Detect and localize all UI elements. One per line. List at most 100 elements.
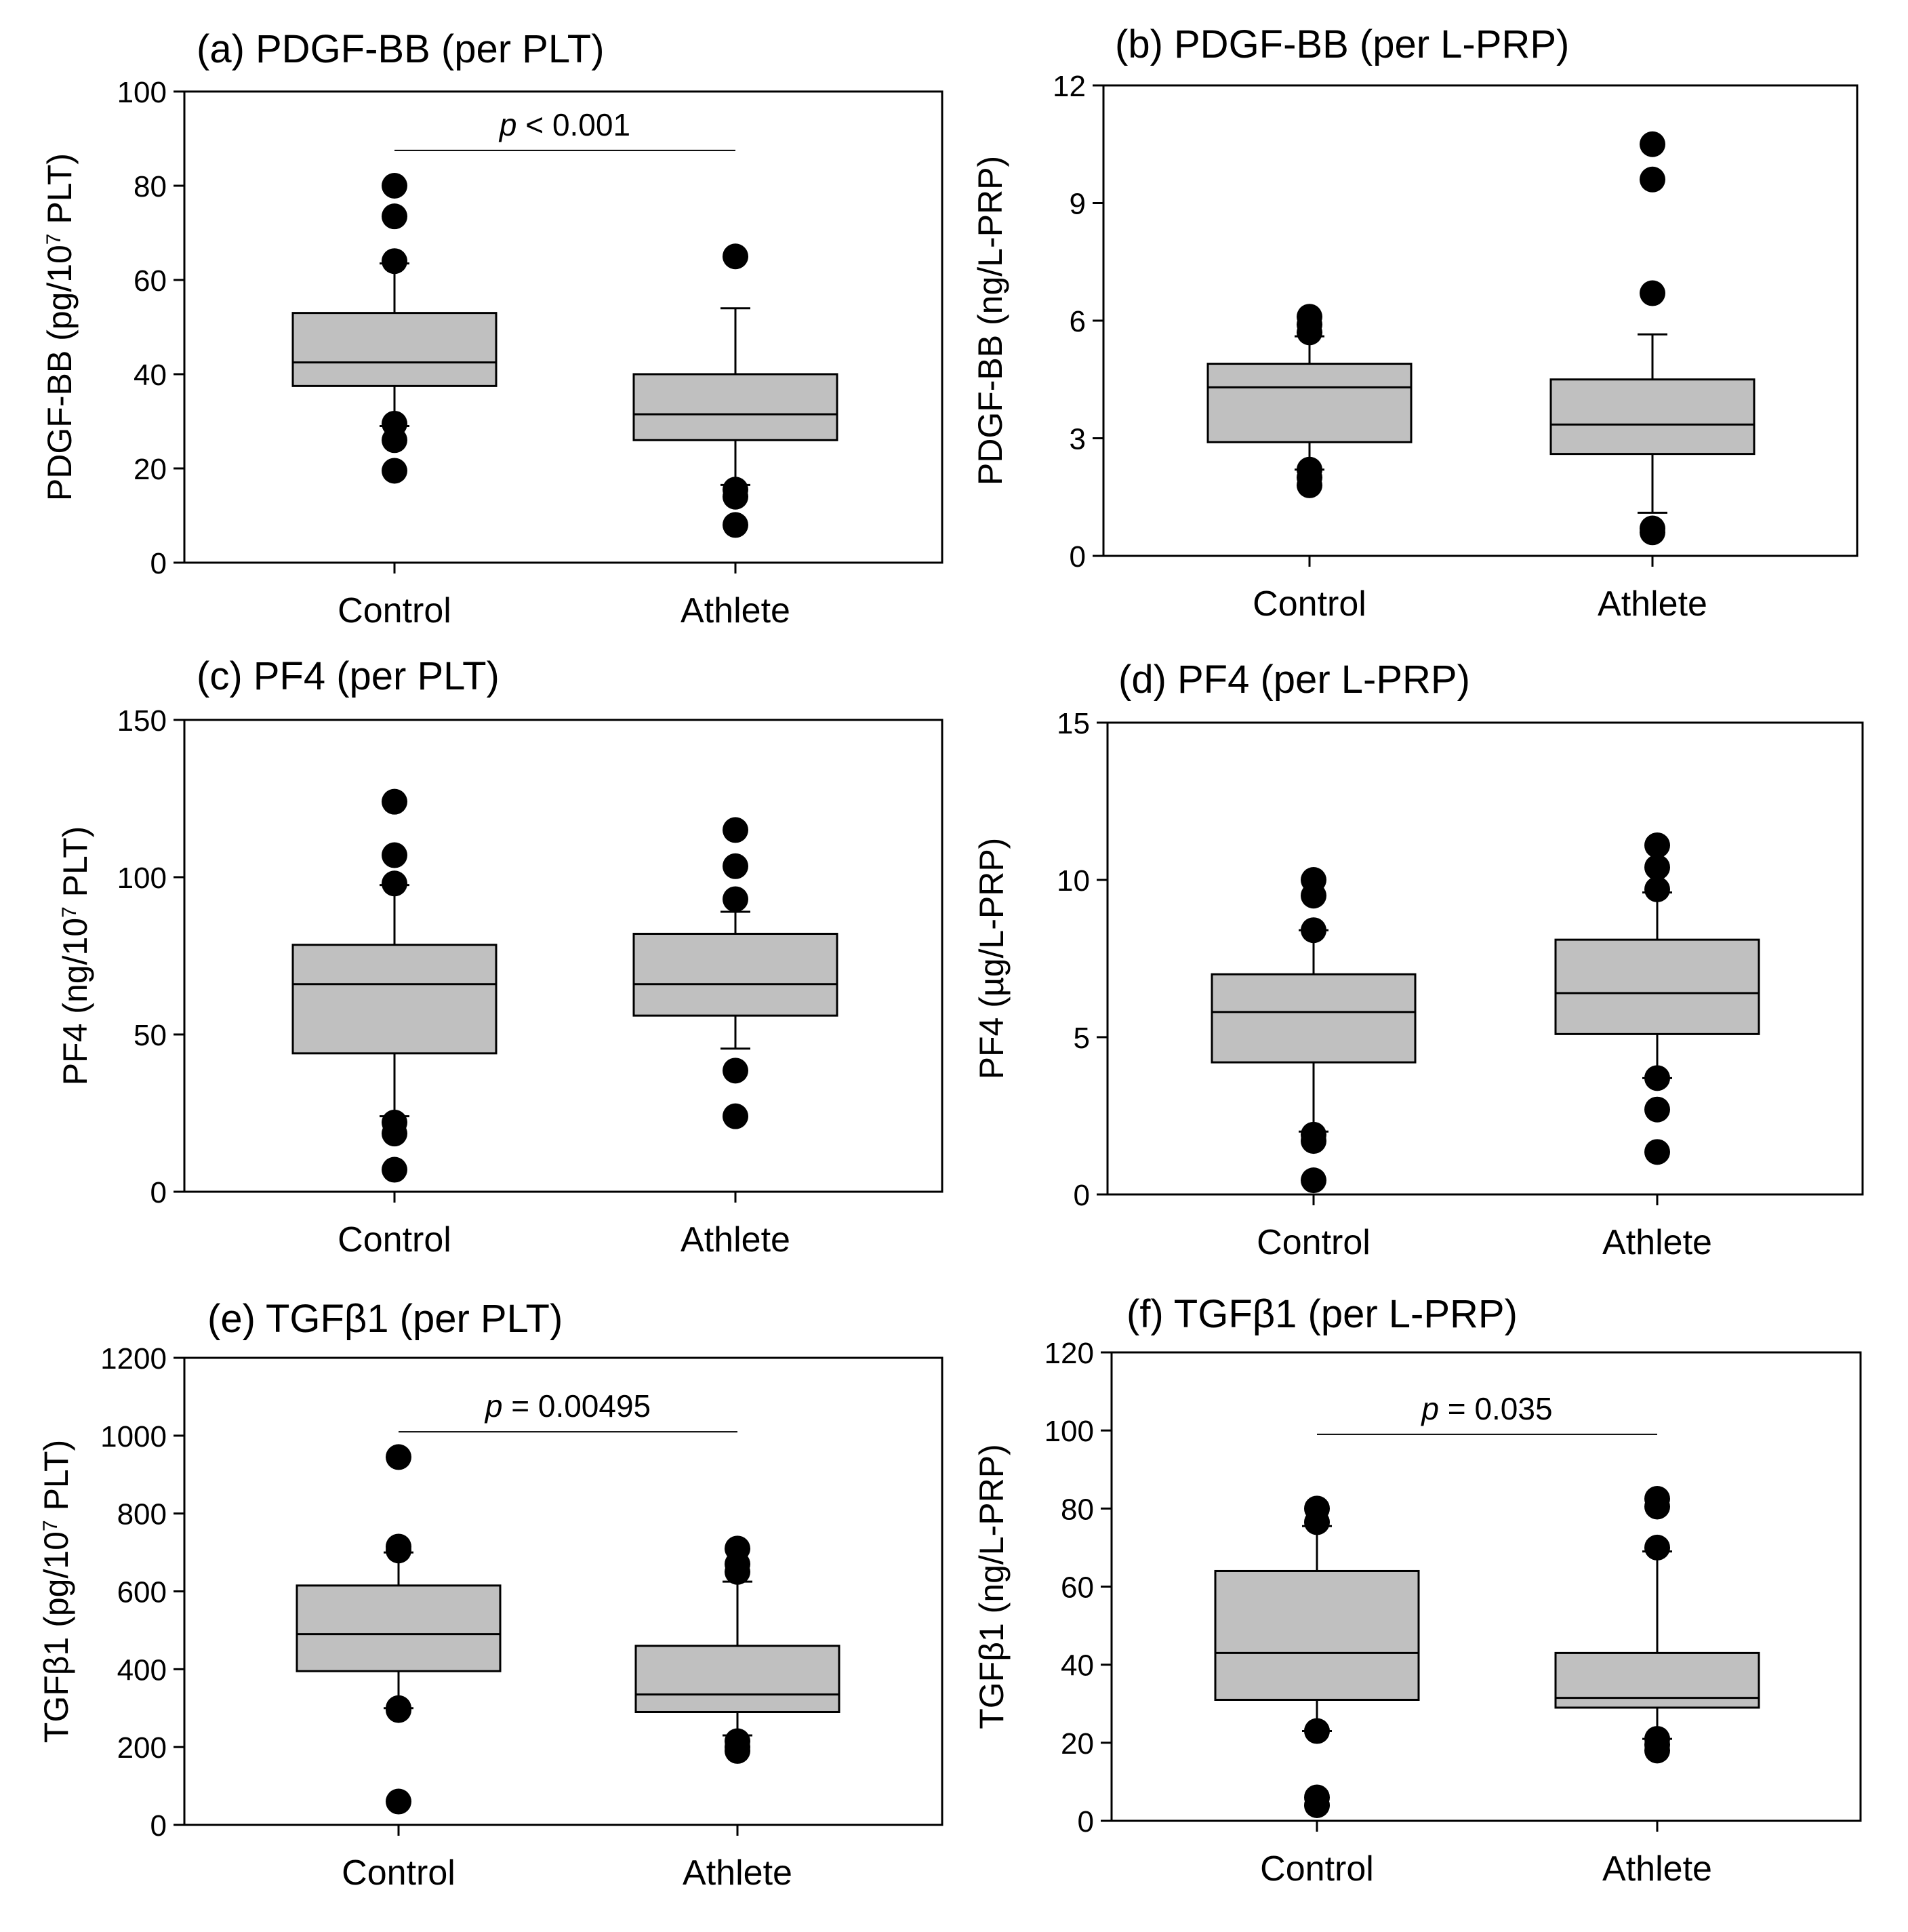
y-tick-label: 40 [1061, 1649, 1094, 1683]
plot-frame [1102, 84, 1859, 557]
outlier-point [382, 173, 407, 199]
iqr-box [1554, 1651, 1760, 1709]
outlier-point [1644, 1065, 1670, 1091]
y-tick-label: 12 [1053, 70, 1086, 103]
box-control [296, 1444, 502, 1815]
box-control [1206, 304, 1413, 498]
plot-frame [183, 90, 943, 564]
outlier-point [1644, 854, 1670, 881]
box-control [291, 173, 498, 484]
iqr-box [291, 312, 498, 387]
outlier-point [1301, 1167, 1326, 1194]
iqr-box [291, 944, 498, 1055]
box-athlete [634, 1535, 840, 1764]
chart-title: (e) TGFβ1 (per PLT) [207, 1297, 563, 1341]
outlier-point [382, 1121, 407, 1147]
x-category-label: Control [338, 1220, 451, 1260]
outlier-point [1297, 472, 1322, 498]
outlier-point [723, 512, 748, 538]
y-tick-label: 15 [1057, 707, 1090, 740]
iqr-box [632, 933, 838, 1017]
iqr-box [632, 373, 838, 441]
x-category-label: Athlete [1602, 1223, 1712, 1262]
outlier-point [1301, 917, 1326, 944]
chart-title: (b) PDGF-BB (per L-PRP) [1115, 22, 1569, 66]
y-tick-label: 0 [1074, 1179, 1090, 1212]
box-control [1214, 1495, 1420, 1818]
outlier-point [1304, 1792, 1330, 1818]
outlier-point [723, 886, 748, 912]
chart-panel-c: (c) PF4 (per PLT) 0 50 100 150 PF4 (ng/107 PL… [56, 654, 943, 1260]
outlier-point [1644, 1493, 1670, 1520]
outlier-point [386, 1444, 411, 1470]
y-tick-label: 20 [134, 453, 167, 486]
y-tick-label: 3 [1070, 423, 1086, 456]
outlier-point [382, 248, 407, 275]
x-category-label: Control [1260, 1849, 1374, 1889]
outlier-point [1644, 876, 1670, 902]
x-category-label: Athlete [681, 1220, 790, 1260]
y-tick-label: 0 [150, 1809, 167, 1843]
y-tick-label: 0 [150, 547, 167, 580]
y-axis-label: TGFβ1 (pg/107 PLT) [37, 1440, 75, 1743]
y-tick-label: 600 [117, 1576, 167, 1609]
iqr-box [1549, 378, 1755, 456]
chart-panel-a: (a) PDGF-BB (per PLT) 0 20 40 60 80 100 PDGF-BB… [41, 27, 943, 630]
y-tick-label: 20 [1061, 1727, 1094, 1760]
iqr-box [634, 1645, 840, 1713]
chart-title: (d) PF4 (per L-PRP) [1118, 658, 1470, 702]
outlier-point [723, 1058, 748, 1084]
chart-panel-d: (d) PF4 (per L-PRP) 0 5 10 15 PF4 (µg/L-PRP) C… [973, 658, 1864, 1262]
outlier-point [723, 483, 748, 510]
outlier-point [386, 1697, 411, 1723]
y-tick-label: 50 [134, 1019, 167, 1052]
outlier-point [382, 842, 407, 868]
outlier-point [382, 788, 407, 815]
y-tick-label: 0 [1078, 1805, 1094, 1838]
y-tick-label: 150 [117, 704, 167, 738]
iqr-box [1211, 973, 1417, 1064]
y-axis-label: TGFβ1 (ng/L-PRP) [973, 1444, 1011, 1729]
chart-title: (f) TGFβ1 (per L-PRP) [1126, 1292, 1518, 1336]
outlier-point [1640, 131, 1665, 157]
box-control [291, 788, 498, 1183]
y-tick-label: 800 [117, 1498, 167, 1531]
chart-panel-b: (b) PDGF-BB (per L-PRP) 0 3 6 9 12 PDGF-BB (ng… [971, 22, 1859, 624]
p-value-label: p < 0.001 [498, 107, 630, 142]
box-athlete [1549, 131, 1755, 546]
outlier-point [1644, 1534, 1670, 1561]
chart-panel-f: (f) TGFβ1 (per L-PRP) 0 20 40 60 80 100 120 TGFβ… [973, 1292, 1862, 1889]
y-tick-label: 120 [1044, 1337, 1094, 1370]
outlier-point [382, 458, 407, 484]
box-athlete [1554, 832, 1760, 1165]
y-tick-label: 0 [150, 1176, 167, 1209]
plot-frame [183, 719, 943, 1193]
x-category-label: Athlete [681, 591, 790, 630]
outlier-point [386, 1788, 411, 1815]
outlier-point [723, 817, 748, 843]
x-category-label: Athlete [1598, 584, 1707, 624]
outlier-point [386, 1537, 411, 1564]
y-tick-label: 60 [1061, 1571, 1094, 1605]
y-tick-label: 5 [1074, 1022, 1090, 1055]
y-tick-label: 200 [117, 1731, 167, 1765]
y-tick-label: 80 [1061, 1493, 1094, 1526]
y-tick-label: 100 [117, 862, 167, 895]
iqr-box [1214, 1569, 1420, 1701]
outlier-point [1304, 1718, 1330, 1744]
outlier-point [723, 1103, 748, 1129]
iqr-box [1206, 363, 1413, 443]
y-tick-label: 40 [134, 359, 167, 392]
outlier-point [1301, 1128, 1326, 1154]
y-tick-label: 400 [117, 1653, 167, 1687]
y-tick-label: 9 [1070, 188, 1086, 221]
box-control [1211, 867, 1417, 1194]
y-axis-label: PF4 (µg/L-PRP) [973, 838, 1011, 1080]
outlier-point [382, 1156, 407, 1183]
outlier-point [1644, 1737, 1670, 1764]
y-axis-label: PDGF-BB (pg/107 PLT) [41, 153, 79, 501]
y-axis-label: PF4 (ng/107 PLT) [56, 826, 94, 1086]
box-athlete [1554, 1485, 1760, 1764]
outlier-point [382, 427, 407, 454]
